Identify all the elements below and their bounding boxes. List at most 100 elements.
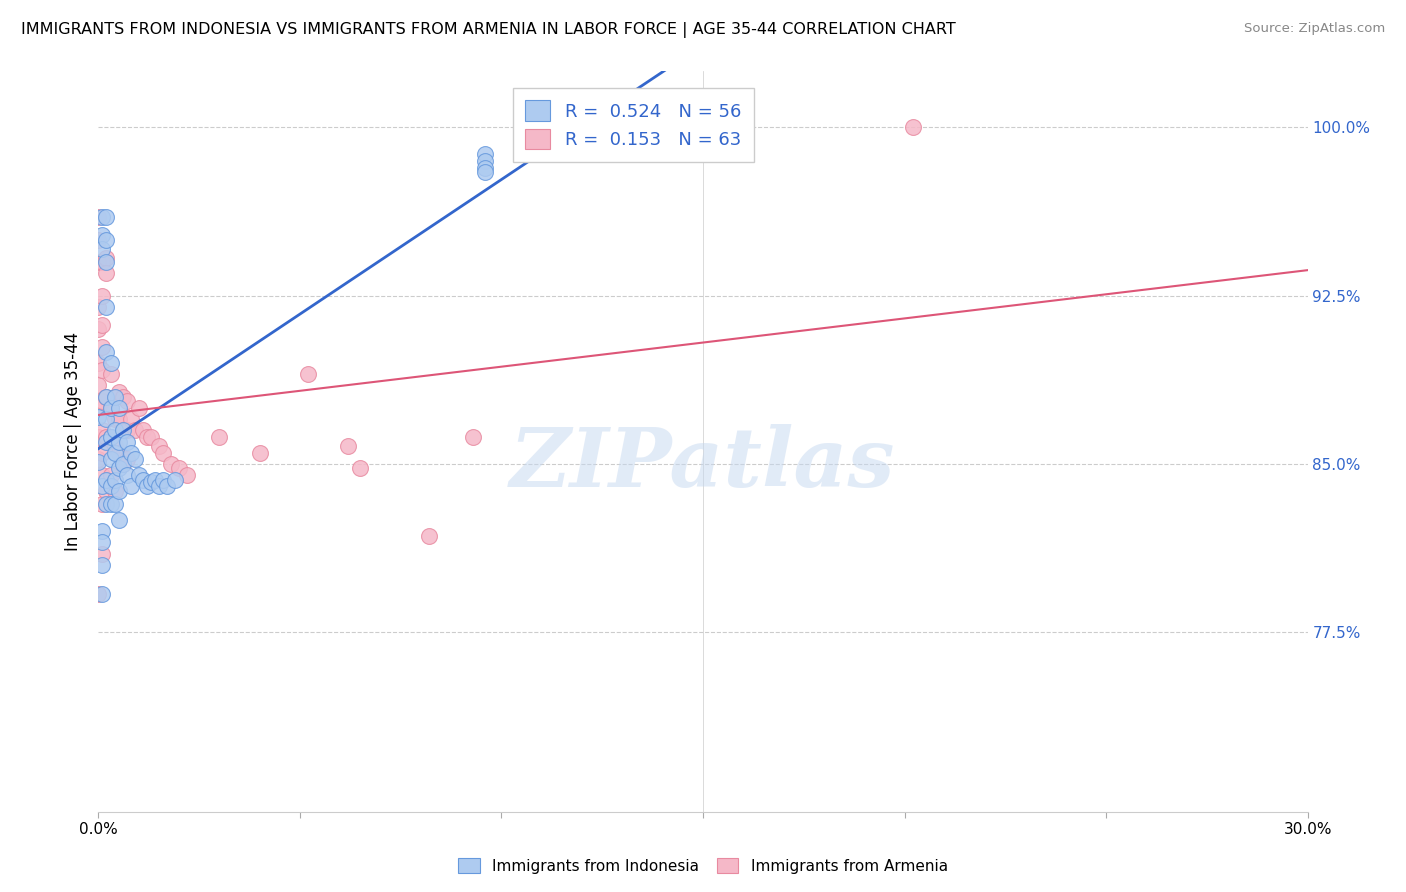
Point: [139, 475, 162, 489]
Point: [96, 434, 118, 449]
Point: [91, 479, 114, 493]
Legend: Immigrants from Indonesia, Immigrants from Armenia: Immigrants from Indonesia, Immigrants fr…: [453, 852, 953, 880]
Point: [96, 412, 118, 426]
Point: [91, 318, 114, 332]
Point: [96, 233, 118, 247]
Point: [87, 300, 110, 314]
Point: [103, 483, 125, 498]
Point: [91, 394, 114, 409]
Point: [107, 434, 129, 449]
Point: [91, 587, 114, 601]
Point: [128, 401, 150, 415]
Point: [96, 300, 118, 314]
Point: [152, 446, 174, 460]
Point: [111, 457, 134, 471]
Point: [463, 430, 485, 444]
Point: [120, 412, 142, 426]
Point: [111, 457, 134, 471]
Point: [87, 322, 110, 336]
Legend: R =  0.524   N = 56, R =  0.153   N = 63: R = 0.524 N = 56, R = 0.153 N = 63: [513, 87, 754, 162]
Point: [91, 468, 114, 483]
Point: [115, 468, 138, 483]
Point: [100, 401, 122, 415]
Point: [474, 161, 496, 175]
Point: [87, 587, 110, 601]
Point: [139, 430, 162, 444]
Point: [91, 446, 114, 460]
Point: [100, 497, 122, 511]
Point: [91, 363, 114, 377]
Point: [96, 390, 118, 404]
Point: [100, 479, 122, 493]
Point: [91, 228, 114, 243]
Point: [96, 390, 118, 404]
Point: [111, 423, 134, 437]
Point: [91, 340, 114, 354]
Point: [100, 452, 122, 467]
Point: [120, 446, 142, 460]
Point: [91, 289, 114, 303]
Point: [100, 356, 122, 370]
Point: [100, 468, 122, 483]
Point: [87, 452, 110, 467]
Point: [148, 479, 170, 493]
Point: [167, 461, 190, 475]
Point: [91, 547, 114, 561]
Point: [124, 423, 146, 437]
Point: [143, 473, 166, 487]
Point: [111, 390, 134, 404]
Point: [115, 394, 138, 409]
Point: [100, 401, 122, 415]
Point: [103, 423, 125, 437]
Point: [103, 390, 125, 404]
Point: [91, 423, 114, 437]
Point: [100, 368, 122, 382]
Point: [107, 412, 129, 426]
Point: [103, 446, 125, 460]
Point: [91, 535, 114, 549]
Point: [103, 390, 125, 404]
Point: [87, 356, 110, 370]
Point: [103, 497, 125, 511]
Point: [132, 473, 155, 487]
Point: [96, 251, 118, 265]
Point: [474, 154, 496, 169]
Point: [156, 479, 179, 493]
Point: [337, 439, 360, 453]
Y-axis label: In Labor Force | Age 35-44: In Labor Force | Age 35-44: [65, 332, 83, 551]
Point: [103, 439, 125, 453]
Point: [418, 529, 440, 543]
Point: [163, 473, 186, 487]
Point: [96, 497, 118, 511]
Point: [297, 368, 319, 382]
Point: [91, 558, 114, 572]
Point: [87, 409, 110, 424]
Point: [107, 446, 129, 460]
Point: [91, 524, 114, 539]
Point: [87, 233, 110, 247]
Point: [115, 452, 138, 467]
Point: [120, 479, 142, 493]
Point: [135, 479, 157, 493]
Point: [91, 255, 114, 269]
Point: [107, 385, 129, 400]
Point: [91, 497, 114, 511]
Point: [96, 344, 118, 359]
Point: [115, 423, 138, 437]
Point: [474, 147, 496, 161]
Point: [111, 423, 134, 437]
Point: [901, 120, 924, 135]
Point: [103, 412, 125, 426]
Text: Source: ZipAtlas.com: Source: ZipAtlas.com: [1244, 22, 1385, 36]
Point: [107, 461, 129, 475]
Point: [349, 461, 371, 475]
Point: [87, 255, 110, 269]
Point: [208, 430, 231, 444]
Text: ZIPatlas: ZIPatlas: [510, 424, 896, 504]
Point: [87, 401, 110, 415]
Point: [96, 266, 118, 280]
Point: [100, 430, 122, 444]
Point: [132, 423, 155, 437]
Point: [115, 434, 138, 449]
Point: [128, 468, 150, 483]
